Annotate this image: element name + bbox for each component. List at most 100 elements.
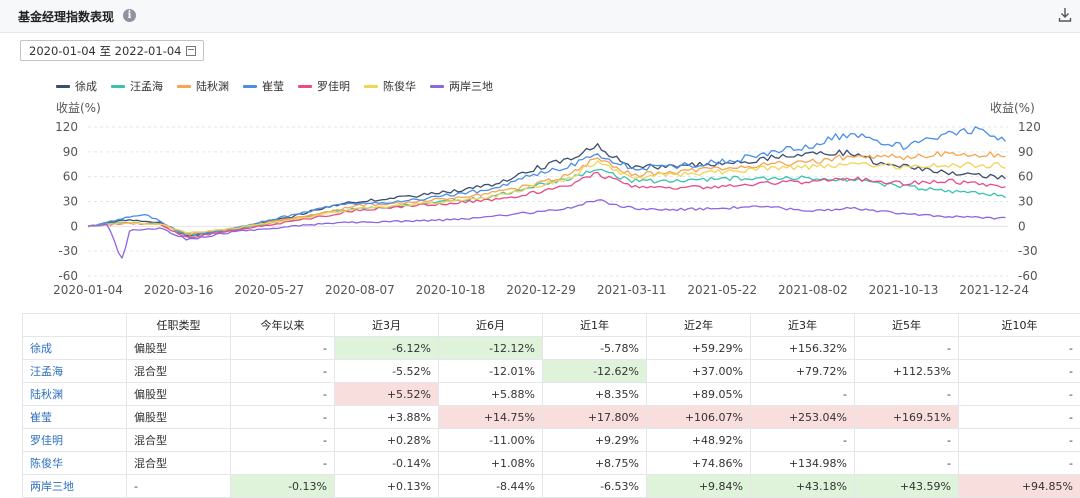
return-cell: - (855, 383, 959, 406)
column-header: 任职类型 (127, 314, 231, 337)
return-cell: -12.62% (543, 360, 647, 383)
return-cell: +9.84% (647, 475, 751, 498)
return-cell: - (855, 337, 959, 360)
legend-swatch (430, 85, 444, 88)
column-header: 近1年 (543, 314, 647, 337)
legend-item[interactable]: 陆秋渊 (177, 78, 229, 94)
return-cell: +14.75% (439, 406, 543, 429)
panel-title: 基金经理指数表现 (18, 8, 114, 25)
x-tick-label: 2020-08-07 (325, 283, 395, 297)
y-tick-label-right: -30 (1018, 244, 1038, 258)
table-header-row: 任职类型今年以来近3月近6月近1年近2年近3年近5年近10年 (23, 314, 1080, 337)
series-line-5 (88, 161, 1006, 233)
series-line-3 (88, 127, 1006, 237)
download-icon[interactable] (1058, 7, 1072, 23)
legend-item[interactable]: 汪孟海 (111, 78, 163, 94)
return-cell: -6.12% (335, 337, 439, 360)
x-tick-label: 2021-05-22 (687, 283, 757, 297)
table-row: 罗佳明混合型-+0.28%-11.00%+9.29%+48.92%--- (23, 429, 1080, 452)
return-cell: -12.01% (439, 360, 543, 383)
return-cell: - (231, 406, 335, 429)
return-cell: +89.05% (647, 383, 751, 406)
x-tick-label: 2021-08-02 (778, 283, 848, 297)
manager-type: 偏股型 (127, 383, 231, 406)
date-range-picker[interactable]: 2020-01-04 至 2022-01-04 (20, 40, 204, 61)
x-tick-label: 2020-03-16 (144, 283, 214, 297)
return-cell: - (959, 360, 1080, 383)
series-line-4 (88, 172, 1006, 237)
y-tick-label-right: 120 (1018, 120, 1041, 134)
return-cell: +9.29% (543, 429, 647, 452)
return-cell: +79.72% (751, 360, 855, 383)
manager-name-link[interactable]: 汪孟海 (23, 360, 127, 383)
return-cell: -11.00% (439, 429, 543, 452)
return-cell: - (751, 383, 855, 406)
return-cell: - (231, 337, 335, 360)
legend-item[interactable]: 罗佳明 (298, 78, 350, 94)
legend-swatch (177, 85, 191, 88)
return-cell: -6.53% (543, 475, 647, 498)
return-cell: +8.75% (543, 452, 647, 475)
table-row: 崔莹偏股型-+3.88%+14.75%+17.80%+106.07%+253.0… (23, 406, 1080, 429)
return-cell: +112.53% (855, 360, 959, 383)
legend-swatch (298, 85, 312, 88)
legend-item[interactable]: 两岸三地 (430, 78, 493, 94)
table-row: 汪孟海混合型--5.52%-12.01%-12.62%+37.00%+79.72… (23, 360, 1080, 383)
legend-item[interactable]: 徐成 (56, 78, 97, 94)
return-cell: +94.85% (959, 475, 1080, 498)
manager-type: 偏股型 (127, 337, 231, 360)
manager-name-link[interactable]: 陈俊华 (23, 452, 127, 475)
return-cell: +37.00% (647, 360, 751, 383)
manager-name-link[interactable]: 徐成 (23, 337, 127, 360)
legend-swatch (56, 85, 70, 88)
y-tick-label-right: 90 (1018, 145, 1033, 159)
return-cell: - (855, 429, 959, 452)
manager-name-link[interactable]: 陆秋渊 (23, 383, 127, 406)
return-cell: +156.32% (751, 337, 855, 360)
return-cell: +0.28% (335, 429, 439, 452)
manager-name-link[interactable]: 两岸三地 (23, 475, 127, 498)
manager-type: 混合型 (127, 452, 231, 475)
y-axis-title-right: 收益(%) (990, 101, 1035, 115)
column-header: 近3月 (335, 314, 439, 337)
y-tick-label-right: 30 (1018, 195, 1033, 209)
column-header: 近10年 (959, 314, 1080, 337)
column-header: 近6月 (439, 314, 543, 337)
return-cell: +0.13% (335, 475, 439, 498)
legend-label: 崔莹 (262, 78, 284, 94)
return-cell: +74.86% (647, 452, 751, 475)
return-cell: - (855, 452, 959, 475)
y-tick-label-right: 60 (1018, 170, 1033, 184)
return-cell: - (959, 383, 1080, 406)
y-tick-label-left: 120 (55, 120, 78, 134)
return-cell: +5.52% (335, 383, 439, 406)
table-row: 徐成偏股型--6.12%-12.12%-5.78%+59.29%+156.32%… (23, 337, 1080, 360)
return-cell: -5.52% (335, 360, 439, 383)
return-cell: +59.29% (647, 337, 751, 360)
legend-item[interactable]: 崔莹 (243, 78, 284, 94)
return-cell: +48.92% (647, 429, 751, 452)
legend-label: 两岸三地 (449, 78, 493, 94)
return-cell: +169.51% (855, 406, 959, 429)
column-header: 近3年 (751, 314, 855, 337)
x-tick-label: 2020-10-18 (416, 283, 486, 297)
return-cell: +17.80% (543, 406, 647, 429)
return-cell: - (231, 360, 335, 383)
legend-label: 汪孟海 (130, 78, 163, 94)
return-cell: -8.44% (439, 475, 543, 498)
column-header (23, 314, 127, 337)
return-cell: +43.59% (855, 475, 959, 498)
y-axis-title-left: 收益(%) (56, 101, 101, 115)
date-range-label: 2020-01-04 至 2022-01-04 (29, 44, 181, 58)
chart-legend: 徐成 汪孟海陆秋渊 崔莹罗佳明陈俊华 两岸三地 (56, 78, 493, 94)
manager-name-link[interactable]: 崔莹 (23, 406, 127, 429)
info-icon[interactable]: i (123, 9, 136, 22)
table-row: 陆秋渊偏股型-+5.52%+5.88%+8.35%+89.05%--- (23, 383, 1080, 406)
return-cell: -0.14% (335, 452, 439, 475)
panel-header: 基金经理指数表现 i (0, 0, 1080, 33)
manager-name-link[interactable]: 罗佳明 (23, 429, 127, 452)
return-cell: +253.04% (751, 406, 855, 429)
legend-item[interactable]: 陈俊华 (364, 78, 416, 94)
return-cell: +1.08% (439, 452, 543, 475)
return-cell: - (231, 429, 335, 452)
